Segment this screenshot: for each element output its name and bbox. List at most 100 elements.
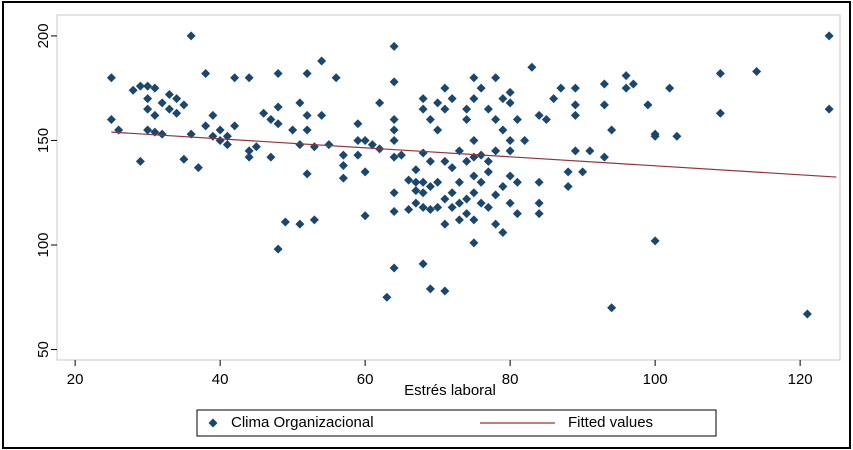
point [498, 94, 508, 104]
legend [196, 409, 717, 437]
point [331, 73, 341, 83]
point [498, 125, 508, 135]
point [367, 140, 377, 150]
point [411, 165, 421, 175]
y-tick-label: 200 [35, 23, 52, 48]
point [389, 152, 399, 162]
legend-label: Fitted values [568, 414, 653, 431]
point [752, 66, 762, 76]
point [643, 100, 653, 110]
point [425, 181, 435, 191]
x-tick-label: 80 [502, 371, 519, 388]
x-tick-label: 120 [788, 371, 813, 388]
point [295, 219, 305, 229]
point [389, 207, 399, 217]
point [222, 140, 232, 150]
point [607, 125, 617, 135]
point [505, 171, 515, 181]
point [505, 98, 515, 108]
point [483, 156, 493, 166]
point [128, 85, 138, 95]
point [672, 131, 682, 141]
point [665, 83, 675, 93]
point [512, 209, 522, 219]
point [498, 181, 508, 191]
plot-area [56, 14, 841, 361]
point [230, 121, 240, 131]
point [302, 69, 312, 79]
point [338, 150, 348, 160]
point [201, 69, 211, 79]
point [389, 135, 399, 145]
point [418, 188, 428, 198]
point [491, 190, 501, 200]
point [469, 171, 479, 181]
point [505, 87, 515, 97]
point [469, 238, 479, 248]
y-tick-label: 50 [35, 341, 52, 358]
point [454, 198, 464, 208]
point [433, 177, 443, 187]
point [462, 104, 472, 114]
point [382, 292, 392, 302]
point [389, 263, 399, 273]
point [302, 125, 312, 135]
point [251, 142, 261, 152]
point [164, 89, 174, 99]
point [353, 119, 363, 129]
point [425, 115, 435, 125]
point [578, 167, 588, 177]
point [512, 177, 522, 187]
point [389, 41, 399, 51]
point [295, 98, 305, 108]
point [244, 73, 254, 83]
point [425, 204, 435, 214]
point [462, 209, 472, 219]
point [440, 219, 450, 229]
point [157, 98, 167, 108]
point [476, 83, 486, 93]
point [418, 177, 428, 187]
point [628, 79, 638, 89]
point [389, 125, 399, 135]
point [447, 202, 457, 212]
point [585, 146, 595, 156]
point [135, 156, 145, 166]
x-tick-label: 60 [357, 371, 374, 388]
point [491, 146, 501, 156]
point [425, 156, 435, 166]
point [563, 167, 573, 177]
point [208, 110, 218, 120]
point [360, 167, 370, 177]
point [404, 175, 414, 185]
point [244, 152, 254, 162]
point [570, 83, 580, 93]
point [143, 104, 153, 114]
point [353, 150, 363, 160]
point [411, 198, 421, 208]
point [824, 104, 834, 114]
point [534, 177, 544, 187]
x-tick-label: 40 [212, 371, 229, 388]
point [715, 69, 725, 79]
point [433, 125, 443, 135]
point [396, 150, 406, 160]
y-tick-label: 150 [35, 128, 52, 153]
point [447, 94, 457, 104]
point [534, 198, 544, 208]
point [193, 163, 203, 173]
point [186, 31, 196, 41]
point [172, 108, 182, 118]
point [570, 146, 580, 156]
point [143, 81, 153, 91]
point [469, 94, 479, 104]
point [462, 194, 472, 204]
point [483, 104, 493, 114]
x-tick-label: 20 [67, 371, 84, 388]
point [491, 115, 501, 125]
point [389, 115, 399, 125]
legend-marker [208, 418, 218, 428]
point [824, 31, 834, 41]
point [440, 156, 450, 166]
point [266, 115, 276, 125]
